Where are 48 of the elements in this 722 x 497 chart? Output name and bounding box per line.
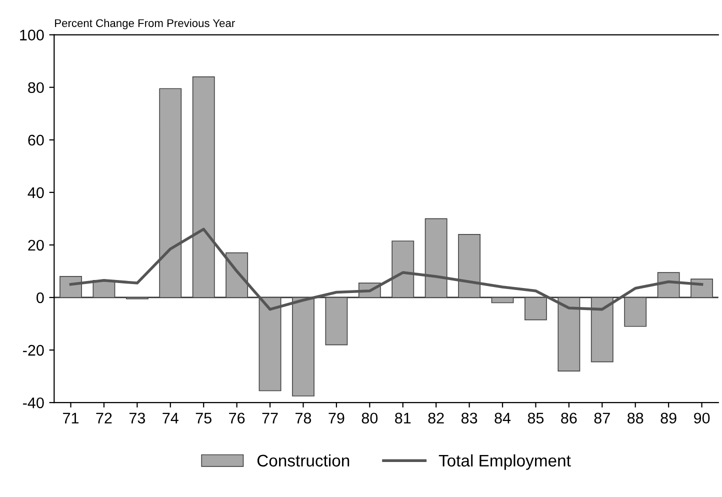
y-tick-label: 60 — [28, 134, 44, 146]
legend-label: Construction — [257, 454, 350, 467]
bar — [292, 297, 314, 396]
y-tick-label: 0 — [36, 292, 44, 304]
chart-title: Percent Change From Previous Year — [55, 18, 235, 30]
x-tick-label: 80 — [362, 412, 378, 424]
x-tick-label: 72 — [96, 412, 112, 424]
x-tick-label: 71 — [63, 412, 79, 424]
x-tick-label: 78 — [296, 412, 312, 424]
bar — [690, 278, 713, 298]
y-tick-label: 80 — [28, 82, 44, 94]
bar — [192, 76, 215, 298]
x-tick-label: 76 — [229, 412, 245, 424]
bar — [624, 297, 647, 327]
bar — [458, 234, 481, 298]
x-tick-label: 84 — [494, 412, 511, 424]
bar — [258, 297, 282, 392]
x-tick-label: 90 — [694, 412, 710, 424]
x-tick-label: 74 — [162, 412, 178, 424]
bar — [226, 252, 248, 298]
y-tick-label: -20 — [23, 344, 44, 356]
bar — [60, 276, 82, 298]
x-tick-label: 82 — [428, 412, 444, 424]
x-tick-label: 87 — [594, 412, 610, 424]
line-series — [69, 228, 704, 311]
bar — [558, 297, 580, 372]
y-tick-label: 20 — [28, 240, 44, 251]
x-tick-label: 86 — [561, 412, 577, 424]
bar — [590, 297, 614, 362]
x-tick-label: 89 — [660, 412, 676, 424]
x-tick-label: 83 — [461, 412, 478, 424]
y-tick-label: -40 — [23, 397, 44, 408]
bar — [159, 88, 182, 298]
y-tick-label: 40 — [28, 187, 44, 198]
y-tick-label: 100 — [20, 30, 44, 40]
x-tick-label: 73 — [129, 412, 146, 424]
x-tick-label: 75 — [196, 412, 212, 424]
bar — [491, 297, 514, 304]
x-tick-label: 88 — [628, 412, 644, 424]
x-tick-label: 77 — [262, 412, 278, 424]
x-tick-label: 81 — [395, 412, 411, 424]
legend-label: Total Employment — [438, 454, 571, 470]
bar — [424, 218, 448, 298]
x-tick-label: 85 — [528, 412, 544, 424]
bar — [325, 297, 348, 346]
bar — [392, 240, 414, 298]
bar — [524, 297, 547, 320]
x-tick-label: 79 — [328, 412, 344, 424]
